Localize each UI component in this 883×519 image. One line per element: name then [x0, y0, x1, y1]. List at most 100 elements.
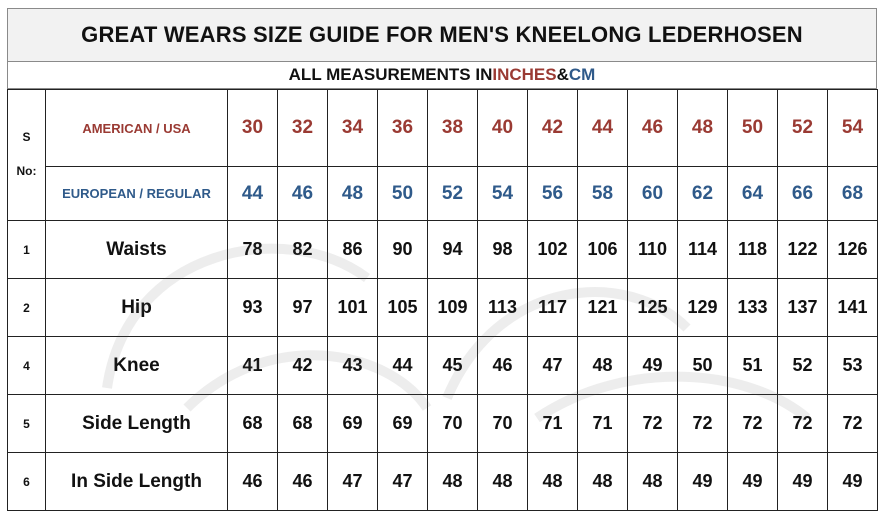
measurement-value: 52 — [777, 336, 828, 395]
measurement-value: 101 — [327, 278, 378, 337]
measurement-value: 45 — [427, 336, 478, 395]
measurement-value: 122 — [777, 220, 828, 279]
measurement-value: 114 — [677, 220, 728, 279]
eu-size-cell: 68 — [827, 166, 878, 221]
measurement-value: 50 — [677, 336, 728, 395]
us-size-cell: 38 — [427, 89, 478, 167]
us-size-cell: 36 — [377, 89, 428, 167]
measurement-value: 49 — [677, 452, 728, 511]
table-row: 6 In Side Length 46 46 47 47 48 48 48 48 48 49 49 49 4… — [7, 452, 878, 511]
measurement-value: 48 — [527, 452, 578, 511]
measurement-value: 106 — [577, 220, 628, 279]
eu-size-row: EUROPEAN / REGULAR 44 46 48 50 52 54 56 58 60 62 6… — [8, 166, 878, 221]
eu-size-cell: 48 — [327, 166, 378, 221]
measurement-value: 46 — [477, 336, 528, 395]
us-size-cell: 46 — [627, 89, 678, 167]
row-number: 4 — [7, 336, 46, 395]
row-number: 1 — [7, 220, 46, 279]
size-table-body: S No: AMERICAN / USA 30 32 34 36 38 40 42 44 46 4… — [7, 89, 878, 511]
us-size-cell: 52 — [777, 89, 828, 167]
measurement-value: 47 — [527, 336, 578, 395]
us-size-cell: 34 — [327, 89, 378, 167]
measurement-value: 72 — [777, 394, 828, 453]
eu-size-cell: 60 — [627, 166, 678, 221]
measurement-value: 141 — [827, 278, 878, 337]
measurement-value: 70 — [427, 394, 478, 453]
us-size-cell: 32 — [277, 89, 328, 167]
size-table: S No: AMERICAN / USA 30 32 34 36 38 40 42 44 46 4… — [7, 89, 878, 511]
measurement-units-subtitle: ALL MEASUREMENTS IN INCHES & CM — [7, 62, 877, 89]
measurement-value: 72 — [827, 394, 878, 453]
measurement-value: 48 — [577, 336, 628, 395]
eu-size-cell: 50 — [377, 166, 428, 221]
us-size-cell: 54 — [827, 89, 878, 167]
measurement-value: 121 — [577, 278, 628, 337]
size-guide-sheet: GREAT WEARS SIZE GUIDE FOR MEN'S KNEELON… — [7, 8, 878, 511]
eu-size-cell: 46 — [277, 166, 328, 221]
measurement-label: Hip — [45, 278, 228, 337]
measurement-value: 82 — [277, 220, 328, 279]
measurement-value: 43 — [327, 336, 378, 395]
measurement-value: 71 — [527, 394, 578, 453]
measurement-value: 48 — [427, 452, 478, 511]
us-size-cell: 50 — [727, 89, 778, 167]
measurement-value: 78 — [227, 220, 278, 279]
measurement-value: 113 — [477, 278, 528, 337]
measurement-value: 51 — [727, 336, 778, 395]
measurement-value: 49 — [727, 452, 778, 511]
measurement-value: 72 — [727, 394, 778, 453]
eu-size-cell: 52 — [427, 166, 478, 221]
measurement-value: 98 — [477, 220, 528, 279]
row-number: 2 — [7, 278, 46, 337]
measurement-value: 46 — [277, 452, 328, 511]
measurement-value: 97 — [277, 278, 328, 337]
row-number: 5 — [7, 394, 46, 453]
measurement-value: 126 — [827, 220, 878, 279]
measurement-value: 69 — [327, 394, 378, 453]
measurement-label: Waists — [45, 220, 228, 279]
measurement-value: 48 — [577, 452, 628, 511]
us-size-cell: 40 — [477, 89, 528, 167]
measurement-value: 94 — [427, 220, 478, 279]
measurement-value: 49 — [777, 452, 828, 511]
measurement-value: 42 — [277, 336, 328, 395]
measurement-value: 133 — [727, 278, 778, 337]
table-row: 1 Waists 78 82 86 90 94 98 102 106 110 114 118 122 126 — [7, 220, 878, 279]
measurement-value: 47 — [327, 452, 378, 511]
eu-size-label: EUROPEAN / REGULAR — [45, 166, 228, 221]
eu-size-cell: 66 — [777, 166, 828, 221]
measurement-value: 93 — [227, 278, 278, 337]
measurement-value: 129 — [677, 278, 728, 337]
sno-header-no: No: — [16, 164, 37, 178]
measurement-value: 48 — [477, 452, 528, 511]
us-size-row: S No: AMERICAN / USA 30 32 34 36 38 40 42 44 46 4… — [7, 89, 878, 221]
sno-header-s: S — [22, 130, 31, 145]
measurement-value: 72 — [677, 394, 728, 453]
measurement-value: 90 — [377, 220, 428, 279]
measurement-value: 71 — [577, 394, 628, 453]
measurement-value: 110 — [627, 220, 678, 279]
table-row: 2 Hip 93 97 101 105 109 113 117 121 125 129 133 137 14… — [7, 278, 878, 337]
measurement-value: 125 — [627, 278, 678, 337]
unit-cm: CM — [568, 65, 596, 84]
measurement-value: 102 — [527, 220, 578, 279]
measurement-value: 109 — [427, 278, 478, 337]
table-row: 5 Side Length 68 68 69 69 70 70 71 71 72 72 72 72 72 — [7, 394, 878, 453]
us-size-label: AMERICAN / USA — [45, 89, 228, 167]
eu-size-cell: 64 — [727, 166, 778, 221]
unit-inches: INCHES — [492, 65, 557, 84]
measurement-value: 48 — [627, 452, 678, 511]
eu-size-cell: 44 — [227, 166, 278, 221]
measurement-value: 137 — [777, 278, 828, 337]
eu-size-cell: 56 — [527, 166, 578, 221]
us-size-cell: 42 — [527, 89, 578, 167]
row-number: 6 — [7, 452, 46, 511]
subtitle-joiner: & — [556, 65, 569, 84]
measurement-value: 49 — [827, 452, 878, 511]
us-size-cell: 44 — [577, 89, 628, 167]
subtitle-prefix: ALL MEASUREMENTS IN — [288, 65, 493, 84]
eu-size-cell: 62 — [677, 166, 728, 221]
us-size-cell: 48 — [677, 89, 728, 167]
measurement-value: 47 — [377, 452, 428, 511]
measurement-value: 117 — [527, 278, 578, 337]
